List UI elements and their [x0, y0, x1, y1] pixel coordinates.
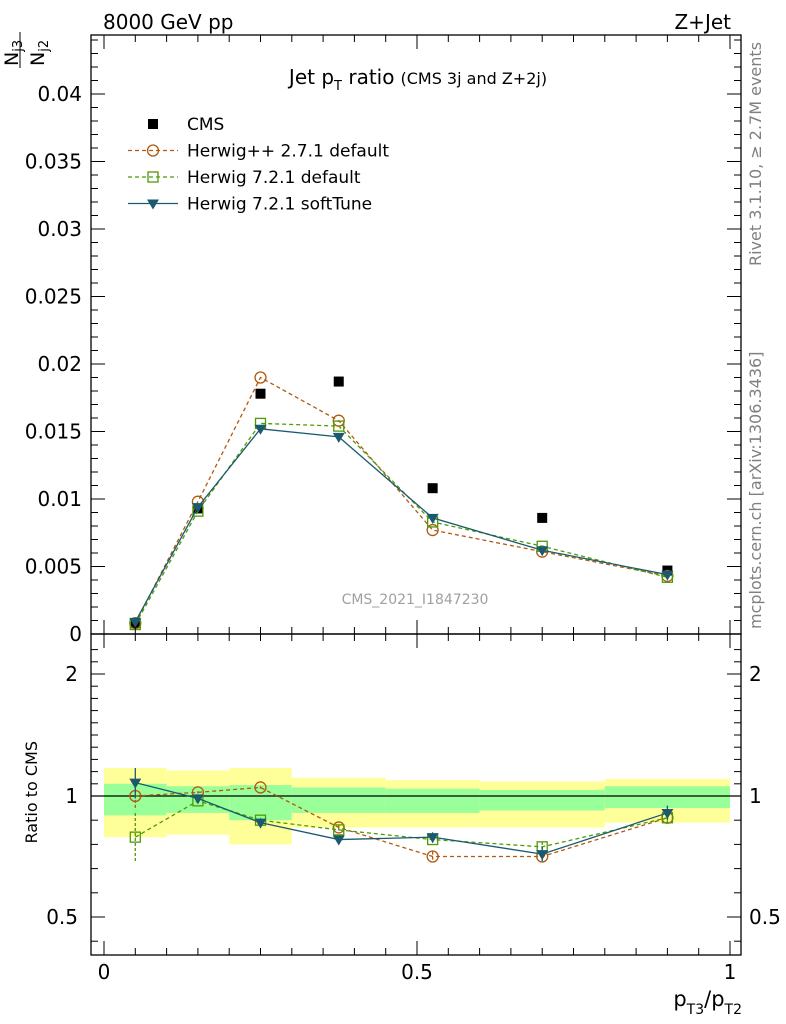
- ratio-point-herwig-2-7-1-default: [254, 781, 267, 794]
- x-label-sub-1: T3: [686, 1002, 704, 1018]
- main-point-herwig-7-2-1-softtune: [332, 432, 345, 443]
- main-point-herwig-7-2-1-softtune: [191, 503, 204, 514]
- legend-marker: [148, 119, 158, 129]
- ratio-point-herwig-7-2-1-softtune: [191, 794, 204, 805]
- main-point-herwig-7-2-1-default: [333, 420, 345, 432]
- process-label: Z+Jet: [674, 10, 731, 34]
- ratio-point-herwig-7-2-1-softtune: [426, 833, 439, 844]
- legend-entry-herwig-7-2-1-default: Herwig 7.2.1 default: [128, 168, 361, 188]
- main-y-tick-label: 0.02: [37, 352, 82, 376]
- chart-title-sub: T: [333, 79, 342, 94]
- legend-entry-herwig-7-2-1-softtune: Herwig 7.2.1 softTune: [128, 195, 372, 215]
- ratio-band-green: [291, 787, 386, 813]
- y-label-denominator-sub: j2: [37, 40, 52, 53]
- x-label-sub-2: T2: [724, 1002, 742, 1018]
- main-point-cms: [427, 483, 438, 494]
- ratio-point-herwig-7-2-1-softtune: [661, 808, 674, 819]
- main-y-tick-label: 0.03: [37, 217, 82, 241]
- legend-marker: [146, 144, 160, 157]
- main-y-tick-label: 0.04: [37, 82, 82, 106]
- y-label-numerator: Nj3: [1, 40, 26, 66]
- main-series-layer: [129, 371, 674, 631]
- y-label-numerator-sub: j3: [11, 40, 26, 53]
- y-label-denominator: Nj2: [27, 40, 52, 66]
- ratio-band-green: [604, 786, 730, 809]
- legend-entry-cms: CMS: [148, 115, 224, 135]
- analysis-watermark: CMS_2021_I1847230: [342, 592, 489, 608]
- ratio-band-green: [385, 788, 480, 813]
- legend: CMS Herwig++ 2.7.1 default Herwig 7.2.1 de…: [128, 115, 389, 215]
- main-series-herwig-2-7-1-default: [129, 371, 674, 630]
- main-point-cms: [333, 376, 344, 387]
- main-series-herwig-7-2-1-softtune: [129, 424, 674, 628]
- main-y-tick-label: 0.01: [37, 487, 82, 511]
- main-point-cms: [255, 388, 266, 399]
- ratio-series-layer: [129, 767, 674, 863]
- main-y-axis-label: Nj3 Nj2: [1, 32, 52, 68]
- main-point-cms: [537, 512, 548, 523]
- main-point-herwig-7-2-1-softtune: [254, 424, 267, 435]
- main-point-herwig-7-2-1-softtune: [129, 617, 142, 628]
- legend-label: Herwig++ 2.7.1 default: [187, 142, 389, 162]
- ratio-y-tick-label-right: 2: [749, 662, 762, 686]
- main-point-herwig-7-2-1-softtune: [661, 570, 674, 581]
- main-y-tick-label: 0: [69, 622, 82, 646]
- ratio-y-axis-label: Ratio to CMS: [22, 741, 41, 843]
- beam-label: 8000 GeV pp: [103, 10, 234, 34]
- main-point-herwig-7-2-1-softtune: [426, 513, 439, 524]
- x-axis-label: pT3/pT2: [673, 987, 742, 1018]
- ratio-series-herwig-7-2-1-softtune: [129, 767, 674, 862]
- main-y-tick-label: 0.005: [25, 555, 82, 579]
- legend-entry-herwig-2-7-1-default: Herwig++ 2.7.1 default: [128, 142, 389, 162]
- ratio-point-herwig-7-2-1-softtune: [254, 818, 267, 829]
- ratio-y-tick-label: 0.5: [46, 905, 78, 929]
- ratio-point-herwig-7-2-1-softtune: [129, 778, 142, 789]
- main-line-herwig-2-7-1-default: [134, 376, 668, 624]
- legend-marker: [147, 199, 159, 210]
- rivet-version-label: Rivet 3.1.10, ≥ 2.7M events: [746, 42, 765, 266]
- ratio-y-tick-label: 1: [65, 784, 78, 808]
- main-y-tick-label: 0.025: [25, 285, 82, 309]
- mcplots-label: mcplots.cern.ch [arXiv:1306.3436]: [746, 352, 765, 629]
- ratio-frame: [90, 633, 742, 956]
- chart-title: Jet pT ratio (CMS 3j and Z+2j): [287, 65, 547, 94]
- ratio-y-tick-label-right: 0.5: [749, 905, 781, 929]
- ratio-point-herwig-7-2-1-softtune: [536, 850, 549, 861]
- legend-label: CMS: [187, 115, 224, 135]
- ratio-point-herwig-7-2-1-default: [129, 831, 141, 843]
- ratio-band-green: [479, 789, 605, 811]
- ratio-point-herwig-7-2-1-default: [333, 824, 345, 836]
- legend-label: Herwig 7.2.1 default: [187, 168, 361, 188]
- main-point-herwig-2-7-1-default: [426, 523, 439, 537]
- x-tick-label: 1: [724, 960, 737, 984]
- main-y-tick-label: 0.035: [25, 150, 82, 174]
- x-tick-label: 0: [98, 960, 111, 984]
- main-series-cms: [130, 376, 673, 629]
- main-point-herwig-2-7-1-default: [254, 371, 267, 384]
- ratio-point-herwig-7-2-1-softtune: [332, 835, 345, 846]
- axes-layer: 0 0.005 0.01 0.015 0.02 0.025 0.03 0.035 0.04 0 0.…: [25, 34, 781, 984]
- x-tick-label: 0.5: [401, 960, 433, 984]
- ratio-y-tick-label-right: 1: [749, 784, 762, 808]
- ratio-point-herwig-2-7-1-default: [426, 850, 439, 863]
- legend-marker: [147, 171, 159, 183]
- main-point-herwig-7-2-1-softtune: [536, 546, 549, 557]
- main-y-tick-label: 0.015: [25, 420, 82, 444]
- legend-label: Herwig 7.2.1 softTune: [187, 195, 372, 215]
- ratio-y-tick-label: 2: [65, 662, 78, 686]
